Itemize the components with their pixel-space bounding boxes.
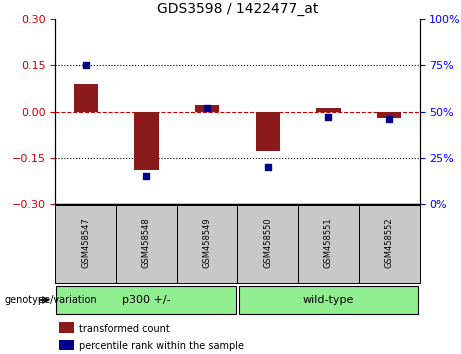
Text: transformed count: transformed count xyxy=(79,324,170,333)
Point xyxy=(325,114,332,120)
Bar xyxy=(359,205,420,283)
Bar xyxy=(316,108,341,112)
Title: GDS3598 / 1422477_at: GDS3598 / 1422477_at xyxy=(157,2,318,16)
Bar xyxy=(55,205,116,283)
Bar xyxy=(377,112,401,118)
Point xyxy=(264,164,272,170)
Text: GSM458547: GSM458547 xyxy=(81,217,90,268)
Text: GSM458548: GSM458548 xyxy=(142,217,151,268)
Point xyxy=(82,63,89,68)
Text: GSM458551: GSM458551 xyxy=(324,217,333,268)
Bar xyxy=(238,286,419,314)
Bar xyxy=(56,286,236,314)
Bar xyxy=(298,205,359,283)
Bar xyxy=(195,105,219,112)
Bar xyxy=(177,205,237,283)
Text: wild-type: wild-type xyxy=(303,295,354,305)
Bar xyxy=(255,112,280,152)
Point xyxy=(385,116,393,122)
Bar xyxy=(59,322,74,333)
Text: GSM458552: GSM458552 xyxy=(384,217,394,268)
Bar xyxy=(134,112,159,170)
Bar xyxy=(116,205,177,283)
Bar xyxy=(59,340,74,350)
Text: genotype/variation: genotype/variation xyxy=(5,295,97,305)
Text: GSM458550: GSM458550 xyxy=(263,217,272,268)
Point xyxy=(203,105,211,111)
Point xyxy=(142,173,150,179)
Text: percentile rank within the sample: percentile rank within the sample xyxy=(79,341,244,351)
Text: p300 +/-: p300 +/- xyxy=(122,295,171,305)
Bar xyxy=(237,205,298,283)
Bar xyxy=(74,84,98,112)
Text: GSM458549: GSM458549 xyxy=(202,217,212,268)
